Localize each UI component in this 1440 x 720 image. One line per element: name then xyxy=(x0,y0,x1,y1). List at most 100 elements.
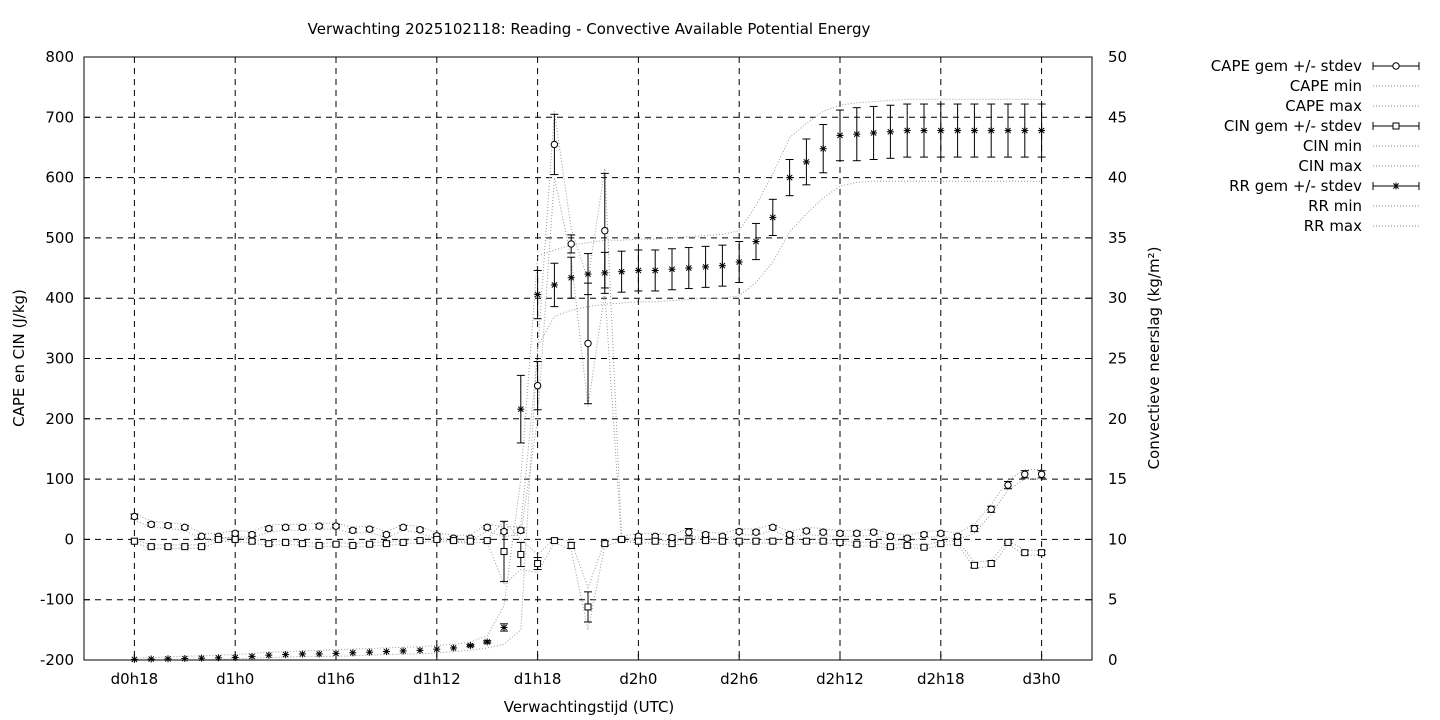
data-point-circle xyxy=(533,381,542,390)
data-point-circle xyxy=(130,512,139,521)
data-point-square xyxy=(668,540,676,548)
data-point-square xyxy=(315,541,323,549)
data-point-star xyxy=(433,645,441,653)
y-tick-label-left: 700 xyxy=(45,108,74,126)
data-point-square xyxy=(1004,538,1012,546)
data-point-star xyxy=(668,265,676,273)
data-point-square xyxy=(870,540,878,548)
data-point-square xyxy=(1021,549,1029,557)
data-point-star xyxy=(147,655,155,663)
y-tick-label-right: 30 xyxy=(1108,289,1127,307)
data-point-star xyxy=(382,648,390,656)
data-point-star xyxy=(802,158,810,166)
data-point-circle xyxy=(500,527,508,536)
data-point-square xyxy=(198,543,206,551)
data-point-star xyxy=(1021,127,1029,135)
y-tick-label-right: 15 xyxy=(1108,470,1127,488)
x-tick-label: d0h18 xyxy=(111,670,159,688)
data-point-square xyxy=(483,537,491,545)
data-point-circle xyxy=(1037,470,1046,478)
data-point-circle xyxy=(953,532,962,541)
data-point-star xyxy=(567,274,575,282)
data-point-circle xyxy=(970,524,979,533)
data-point-circle xyxy=(281,523,290,532)
data-point-star xyxy=(282,651,290,659)
y-tick-label-left: 500 xyxy=(45,229,74,247)
data-point-star xyxy=(181,655,189,663)
legend-label: CIN gem +/- stdev xyxy=(1224,117,1362,135)
data-point-circle xyxy=(1021,470,1029,478)
data-point-star xyxy=(685,264,693,272)
y-tick-label-left: 600 xyxy=(45,169,74,187)
y-tick-label-left: -100 xyxy=(40,591,74,609)
data-point-square xyxy=(634,537,642,545)
data-point-star xyxy=(366,648,374,656)
data-point-square xyxy=(534,560,542,568)
data-point-square xyxy=(130,537,138,545)
y-tick-label-left: 400 xyxy=(45,289,74,307)
legend-label: RR max xyxy=(1304,217,1362,235)
data-point-circle xyxy=(382,530,391,539)
data-point-circle xyxy=(197,532,206,541)
y-axis-left-label: CAPE en CIN (J/kg) xyxy=(10,289,28,427)
data-point-circle xyxy=(584,339,592,348)
data-point-square xyxy=(214,535,222,543)
y-tick-label-right: 20 xyxy=(1108,410,1127,428)
y-tick-label-right: 10 xyxy=(1108,530,1127,548)
data-point-star xyxy=(164,655,172,663)
data-point-star xyxy=(819,145,827,153)
x-tick-label: d2h0 xyxy=(619,670,657,688)
data-point-circle xyxy=(1004,481,1012,489)
data-point-star xyxy=(903,127,911,135)
data-point-square xyxy=(920,543,928,551)
y-tick-label-right: 45 xyxy=(1108,108,1127,126)
y-tick-label-left: 100 xyxy=(45,470,74,488)
legend-label: CAPE min xyxy=(1290,77,1362,95)
data-point-circle xyxy=(298,523,307,532)
data-point-square xyxy=(231,535,239,543)
x-tick-label: d3h0 xyxy=(1023,670,1061,688)
data-point-star xyxy=(769,213,777,221)
x-tick-label: d1h12 xyxy=(413,670,461,688)
data-point-star xyxy=(265,651,273,659)
data-point-circle xyxy=(550,140,559,149)
legend: CAPE gem +/- stdev CAPE min CAPE max CIN ge… xyxy=(1211,57,1420,235)
legend-label: CIN max xyxy=(1298,157,1362,175)
y-axis-right-label: Convectieve neerslag (kg/m²) xyxy=(1145,247,1163,470)
x-axis-label: Verwachtingstijd (UTC) xyxy=(504,698,675,716)
y-tick-label-left: 800 xyxy=(45,48,74,66)
data-point-square xyxy=(786,537,794,545)
data-point-square xyxy=(618,535,626,543)
data-point-star xyxy=(500,623,508,631)
data-point-star xyxy=(315,650,323,658)
legend-marker-square xyxy=(1392,122,1400,130)
data-point-star xyxy=(651,266,659,274)
y-tick-label-left: 300 xyxy=(45,350,74,368)
y-tick-label-right: 5 xyxy=(1108,591,1118,609)
data-point-square xyxy=(752,537,760,545)
data-point-star xyxy=(786,174,794,182)
data-point-star xyxy=(248,652,256,660)
data-point-square xyxy=(517,550,525,558)
x-tick-label: d1h6 xyxy=(317,670,355,688)
x-tick-label: d2h6 xyxy=(720,670,758,688)
series-line-rr-max xyxy=(134,98,1042,659)
data-point-square xyxy=(987,560,995,568)
data-point-star xyxy=(853,130,861,138)
data-point-circle xyxy=(819,528,827,536)
data-point-star xyxy=(584,270,592,278)
data-point-square xyxy=(735,537,743,545)
data-point-star xyxy=(752,238,760,246)
data-point-square xyxy=(433,535,441,543)
data-point-square xyxy=(500,547,508,555)
data-point-square xyxy=(181,543,189,551)
data-point-circle xyxy=(483,523,491,532)
data-point-star xyxy=(836,131,844,139)
data-point-square xyxy=(651,537,659,545)
data-point-star xyxy=(870,129,878,137)
x-tick-label: d2h18 xyxy=(917,670,965,688)
data-point-star xyxy=(450,644,458,652)
data-point-square xyxy=(685,537,693,545)
y-tick-label-right: 50 xyxy=(1108,48,1127,66)
y-tick-label-right: 35 xyxy=(1108,229,1127,247)
